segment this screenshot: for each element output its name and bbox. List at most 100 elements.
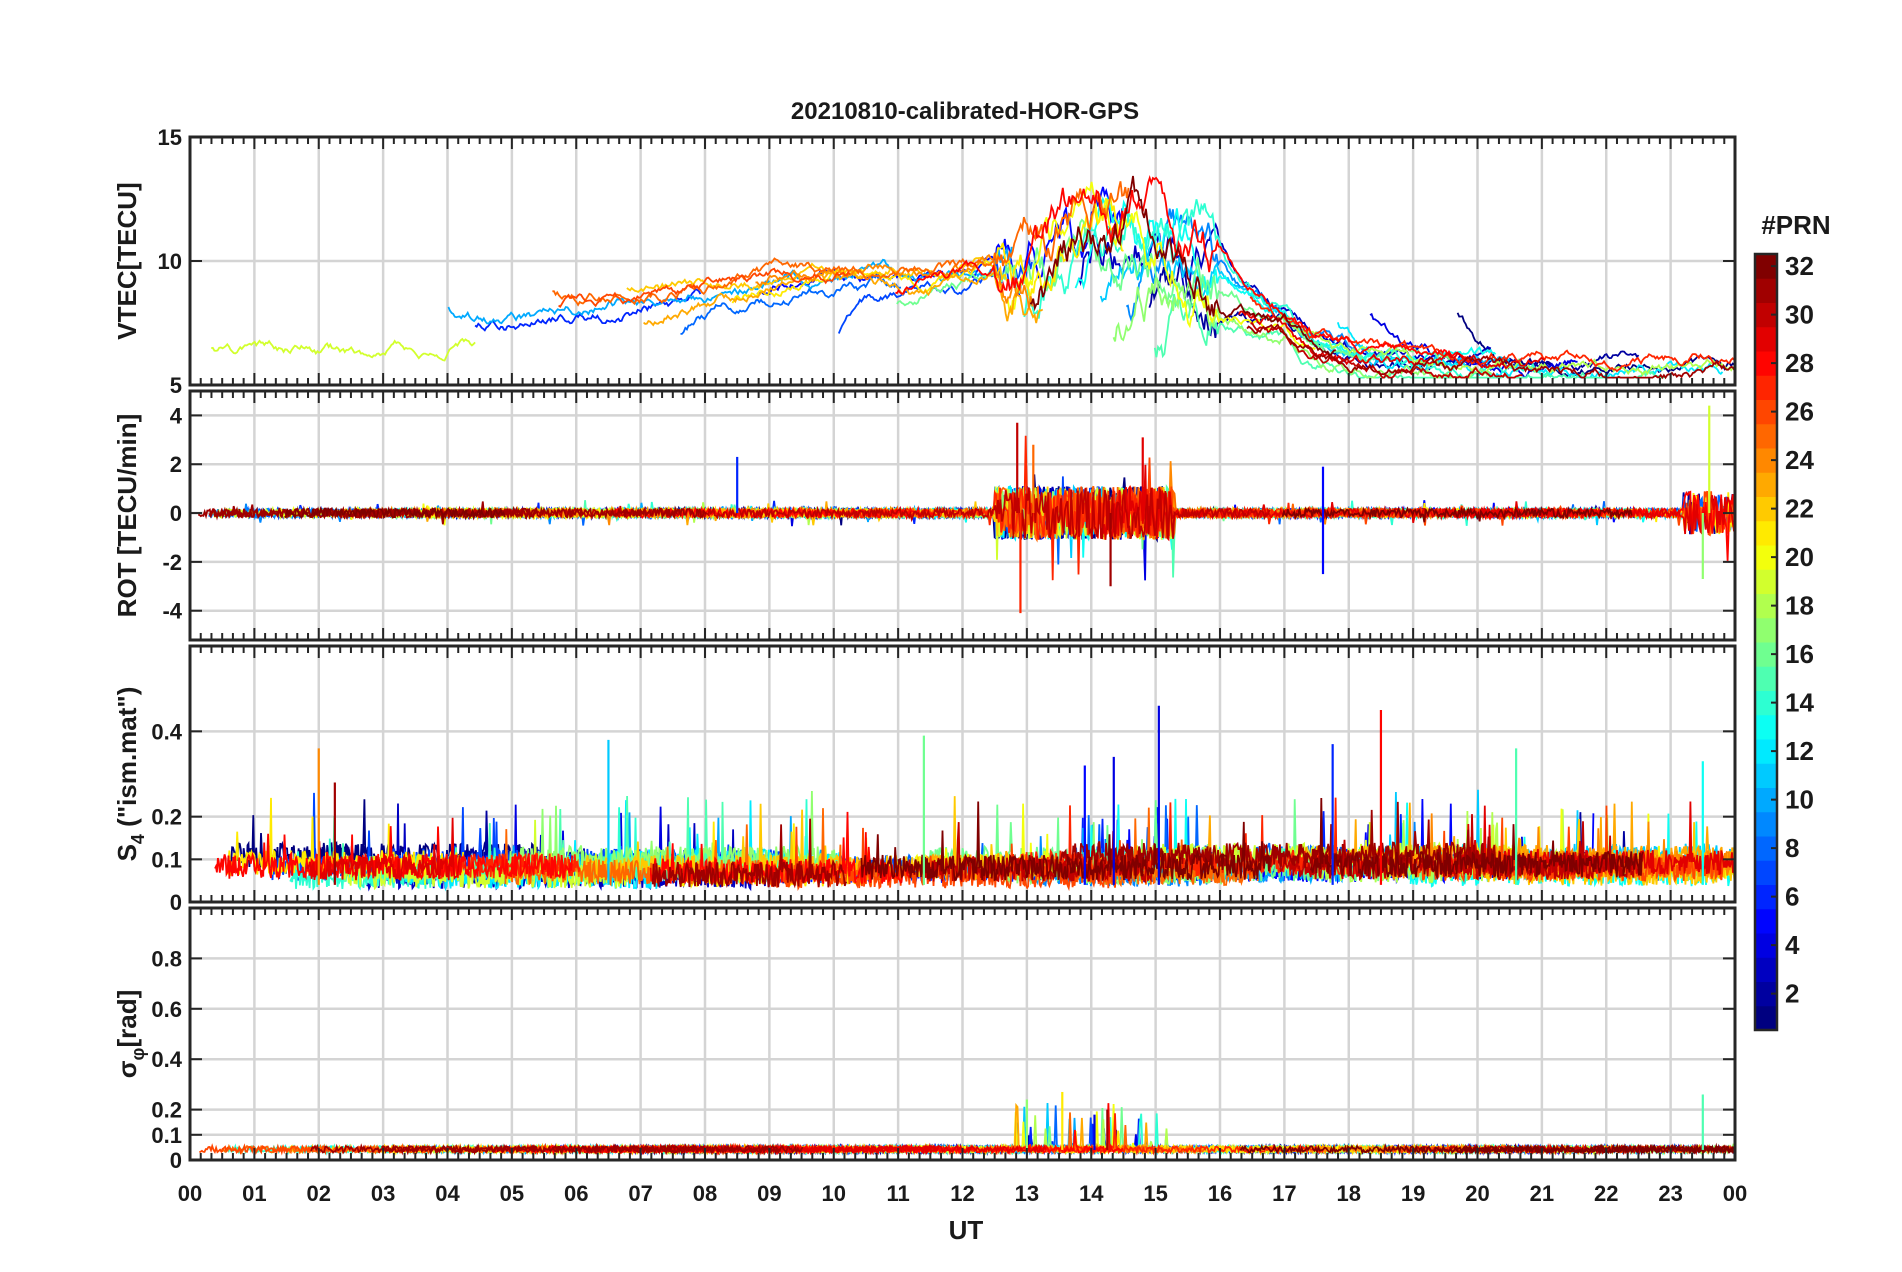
y-tick-label: 0.1 <box>151 847 182 872</box>
series-prn-26 <box>558 267 851 309</box>
x-tick-label: 08 <box>693 1181 717 1206</box>
x-tick-label: 17 <box>1272 1181 1296 1206</box>
colorbar-segment <box>1755 860 1777 885</box>
series-prn-32 <box>1029 175 1336 356</box>
colorbar-segment <box>1755 1005 1777 1031</box>
y-tick-label: 0 <box>170 501 182 526</box>
series-prn-13 <box>1074 196 1497 366</box>
colorbar-segment <box>1755 399 1777 425</box>
x-tick-label: 06 <box>564 1181 588 1206</box>
colorbar-segment <box>1755 278 1777 303</box>
colorbar-tick-label: 32 <box>1785 251 1814 281</box>
y-tick-label: 4 <box>170 403 183 428</box>
series-prn-29 <box>1238 310 1545 370</box>
colorbar-segment <box>1755 545 1777 570</box>
grid-sigma_phi <box>190 908 1735 1160</box>
colorbar-tick-label: 8 <box>1785 833 1799 863</box>
colorbar-segment <box>1755 472 1777 497</box>
colorbar-segment <box>1755 520 1777 546</box>
colorbar-segment <box>1755 617 1777 643</box>
colorbar-segment <box>1755 496 1777 522</box>
colorbar-segment <box>1755 593 1777 619</box>
y-tick-label: 0.4 <box>151 719 182 744</box>
series-prn-28 <box>895 175 1471 364</box>
colorbar-tick-label: 10 <box>1785 785 1814 815</box>
x-tick-label: 19 <box>1401 1181 1425 1206</box>
colorbar-segment <box>1755 375 1777 400</box>
colorbar-tick-label: 20 <box>1785 542 1814 572</box>
x-tick-label: 01 <box>242 1181 266 1206</box>
colorbar-segment <box>1755 981 1777 1007</box>
x-tick-label: 23 <box>1658 1181 1682 1206</box>
colorbar-segment <box>1755 254 1777 279</box>
colorbar-segment <box>1755 811 1777 837</box>
x-axis: UT 00 01 02 03 04 05 06 07 08 09 10 11 12 13 14 15 16 17 1… <box>178 1181 1747 1245</box>
y-axis-label-sigma_phi: σφ[rad] <box>112 990 148 1078</box>
series-group-vtec <box>211 175 1735 380</box>
colorbar-tick-label: 16 <box>1785 639 1814 669</box>
colorbar-segment <box>1755 884 1777 910</box>
colorbar-segment <box>1755 933 1777 958</box>
y-tick-label: 0.6 <box>151 997 182 1022</box>
series-group-rot <box>197 405 1735 614</box>
y-tick-label: 15 <box>158 125 182 150</box>
x-tick-label: 03 <box>371 1181 395 1206</box>
colorbar-tick-label: 30 <box>1785 300 1814 330</box>
x-ticks-s4 <box>189 646 1736 902</box>
y-tick-label: -2 <box>162 550 182 575</box>
x-ticks-sigma_phi <box>189 908 1736 1160</box>
colorbar-segment <box>1755 302 1777 328</box>
colorbar-segment <box>1755 957 1777 982</box>
y-tick-label: 5 <box>170 373 182 398</box>
x-tick-label: 09 <box>757 1181 781 1206</box>
y-tick-label: 10 <box>158 249 182 274</box>
x-tick-label: 10 <box>822 1181 846 1206</box>
colorbar-tick-label: 24 <box>1785 445 1814 475</box>
y-tick-label: 0.1 <box>151 1123 182 1148</box>
series-group-s4 <box>214 705 1735 892</box>
y-axis-label-rot: ROT [TECU/min] <box>112 414 142 618</box>
x-tick-label: 18 <box>1337 1181 1361 1206</box>
colorbar-title: #PRN <box>1761 210 1830 240</box>
colorbar-segment <box>1755 763 1777 788</box>
colorbar-segment <box>1755 908 1777 934</box>
y-axis-label-vtec: VTEC[TECU] <box>112 182 142 339</box>
x-tick-label: 02 <box>307 1181 331 1206</box>
series-prn-23 <box>643 269 1044 327</box>
series-prn-29 <box>305 817 462 881</box>
colorbar-segment <box>1755 569 1777 594</box>
colorbar-tick-label: 14 <box>1785 688 1814 718</box>
colorbar-tick-label: 12 <box>1785 736 1814 766</box>
colorbar-tick-label: 6 <box>1785 882 1799 912</box>
colorbar-segment <box>1755 787 1777 813</box>
colorbar-tick-label: 2 <box>1785 979 1799 1009</box>
series-group-sigma_phi <box>198 1091 1735 1156</box>
panel-vtec: 5 10 15 VTEC[TECU] <box>112 125 1737 398</box>
x-tick-label: 11 <box>886 1181 909 1206</box>
x-tick-label: 04 <box>435 1181 460 1206</box>
colorbar-tick-label: 26 <box>1785 397 1814 427</box>
colorbar-segment <box>1755 423 1777 449</box>
series-prn-19 <box>211 337 476 362</box>
panel-s4: 0 0.1 0.2 0.4S4 ("ism.mat") <box>112 644 1737 915</box>
x-tick-label: 05 <box>500 1181 524 1206</box>
colorbar-segment <box>1755 739 1777 764</box>
series-prn-31 <box>381 1143 781 1156</box>
y-tick-label: -4 <box>162 599 182 624</box>
y-tick-label: 0 <box>170 1148 182 1173</box>
series-prn-32 <box>1281 505 1633 523</box>
series-prn-1 <box>315 840 549 871</box>
x-tick-label: 00 <box>178 1181 202 1206</box>
colorbar-tick-label: 28 <box>1785 348 1814 378</box>
y-tick-label: 0 <box>170 890 182 915</box>
series-prn-32 <box>860 801 1271 882</box>
y-tick-label: 0.2 <box>151 805 182 830</box>
series-prn-30 <box>695 487 1271 540</box>
y-tick-label: 0.4 <box>151 1047 182 1072</box>
series-prn-32 <box>1309 797 1644 881</box>
y-tick-label: 0.8 <box>151 946 182 971</box>
colorbar-segment <box>1755 666 1777 691</box>
